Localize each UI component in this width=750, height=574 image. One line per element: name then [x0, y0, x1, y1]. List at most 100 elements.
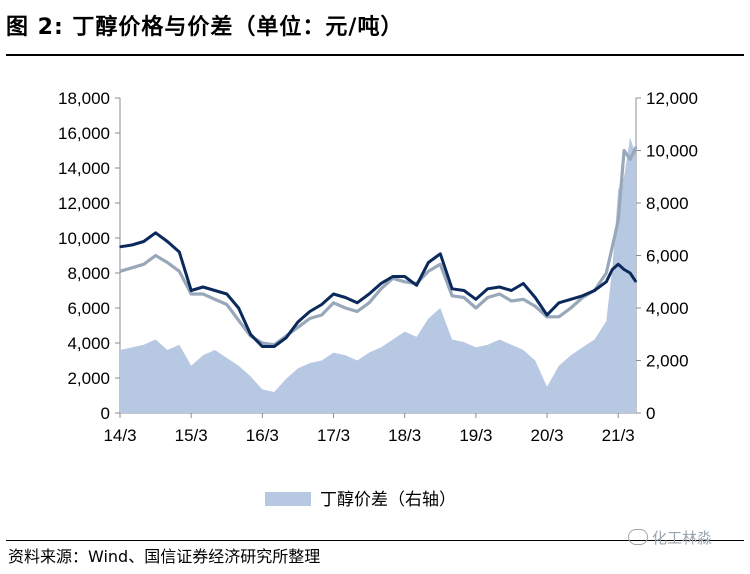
data-point-gray	[522, 298, 525, 301]
data-point-gray	[309, 317, 311, 320]
data-point-gray	[498, 293, 501, 295]
data-point-navy	[273, 345, 276, 348]
footer-divider	[6, 540, 744, 541]
data-point-navy	[320, 303, 323, 306]
data-point-gray	[119, 270, 121, 273]
left-tick-label: 6,000	[67, 299, 110, 318]
right-tick-label: 0	[646, 404, 655, 423]
data-point-navy	[190, 289, 192, 292]
data-point-gray	[178, 270, 181, 273]
title-divider	[6, 54, 744, 56]
left-tick-label: 12,000	[58, 194, 110, 213]
data-point-navy	[178, 251, 181, 253]
data-point-gray	[635, 146, 637, 148]
x-tick-label: 15/3	[175, 426, 208, 445]
data-point-navy	[415, 284, 418, 287]
data-point-navy	[368, 293, 370, 295]
data-point-gray	[623, 149, 625, 152]
x-tick-label: 19/3	[459, 426, 492, 445]
price-line-navy	[119, 231, 638, 348]
tick-labels-layer: 0 2,000 4,000 6,000 8,000 10,000 12,000 14,000 1…	[58, 89, 698, 445]
data-point-navy	[486, 288, 489, 290]
data-point-navy	[261, 345, 264, 348]
data-point-gray	[451, 295, 453, 297]
data-point-gray	[611, 246, 614, 248]
legend: 丁醇价差（右轴）	[265, 490, 456, 510]
data-point-gray	[475, 307, 477, 309]
data-point-gray	[142, 263, 145, 266]
data-point-navy	[249, 333, 252, 336]
right-tick-label: 8,000	[646, 194, 689, 213]
data-point-navy	[131, 244, 133, 246]
data-point-navy	[463, 289, 465, 292]
price-line-gray	[119, 146, 638, 347]
data-point-navy	[534, 296, 536, 299]
right-tick-label: 2,000	[646, 352, 689, 371]
x-tick-label: 17/3	[317, 426, 350, 445]
data-point-navy	[611, 268, 614, 271]
data-point-gray	[463, 296, 465, 299]
x-tick-label: 20/3	[530, 426, 563, 445]
data-point-navy	[202, 286, 204, 288]
left-tick-label: 8,000	[67, 264, 110, 283]
data-point-navy	[581, 295, 584, 297]
x-tick-label: 21/3	[602, 426, 635, 445]
data-point-navy	[427, 261, 430, 264]
data-point-navy	[226, 293, 228, 295]
data-point-gray	[380, 288, 382, 290]
data-point-navy	[380, 282, 382, 285]
data-point-gray	[261, 342, 264, 344]
data-point-navy	[558, 302, 560, 304]
right-tick-label: 4,000	[646, 299, 689, 318]
data-point-navy	[344, 296, 347, 299]
data-point-gray	[214, 298, 216, 301]
data-point-navy	[570, 298, 572, 301]
data-point-navy	[510, 289, 513, 292]
data-point-navy	[392, 275, 394, 278]
left-tick-label: 4,000	[67, 334, 110, 353]
data-point-navy	[309, 310, 311, 313]
legend-swatch-spread	[265, 492, 311, 506]
data-point-navy	[154, 232, 157, 234]
data-point-navy	[142, 240, 145, 243]
data-point-navy	[451, 288, 453, 290]
watermark: 化工林淼	[628, 527, 712, 548]
spread-area-layer	[120, 137, 636, 413]
spread-area	[120, 137, 636, 413]
left-tick-label: 2,000	[67, 369, 110, 388]
x-tick-label: 18/3	[388, 426, 421, 445]
data-point-gray	[368, 302, 370, 304]
left-tick-label: 18,000	[58, 89, 110, 108]
right-tick-label: 6,000	[646, 247, 689, 266]
data-point-navy	[297, 321, 299, 323]
data-point-gray	[510, 300, 513, 302]
x-tick-label: 14/3	[103, 426, 136, 445]
left-tick-label: 14,000	[58, 159, 110, 178]
data-point-gray	[344, 307, 347, 309]
data-point-gray	[237, 319, 240, 322]
left-tick-label: 16,000	[58, 124, 110, 143]
data-point-gray	[486, 296, 489, 299]
data-point-navy	[214, 289, 216, 292]
data-point-gray	[570, 307, 572, 309]
data-point-navy	[237, 307, 240, 309]
data-point-navy	[623, 268, 625, 271]
source-note: 资料来源：Wind、国信证券经济研究所整理	[8, 547, 321, 566]
data-point-navy	[605, 281, 608, 283]
data-point-gray	[166, 261, 169, 264]
chart-title: 图 2: 丁醇价格与价差（单位：元/吨）	[6, 15, 404, 40]
data-point-navy	[593, 289, 596, 292]
data-point-gray	[297, 326, 299, 329]
watermark-text: 化工林淼	[652, 529, 713, 547]
data-point-gray	[190, 293, 192, 295]
data-point-navy	[498, 286, 501, 288]
right-tick-label: 12,000	[646, 89, 698, 108]
data-point-navy	[119, 246, 121, 248]
data-point-gray	[427, 270, 430, 273]
data-point-navy	[635, 281, 637, 283]
price-lines-layer	[119, 146, 638, 348]
data-point-navy	[617, 263, 619, 266]
data-point-gray	[356, 310, 359, 313]
data-point-navy	[522, 282, 525, 285]
data-point-navy	[546, 314, 548, 316]
